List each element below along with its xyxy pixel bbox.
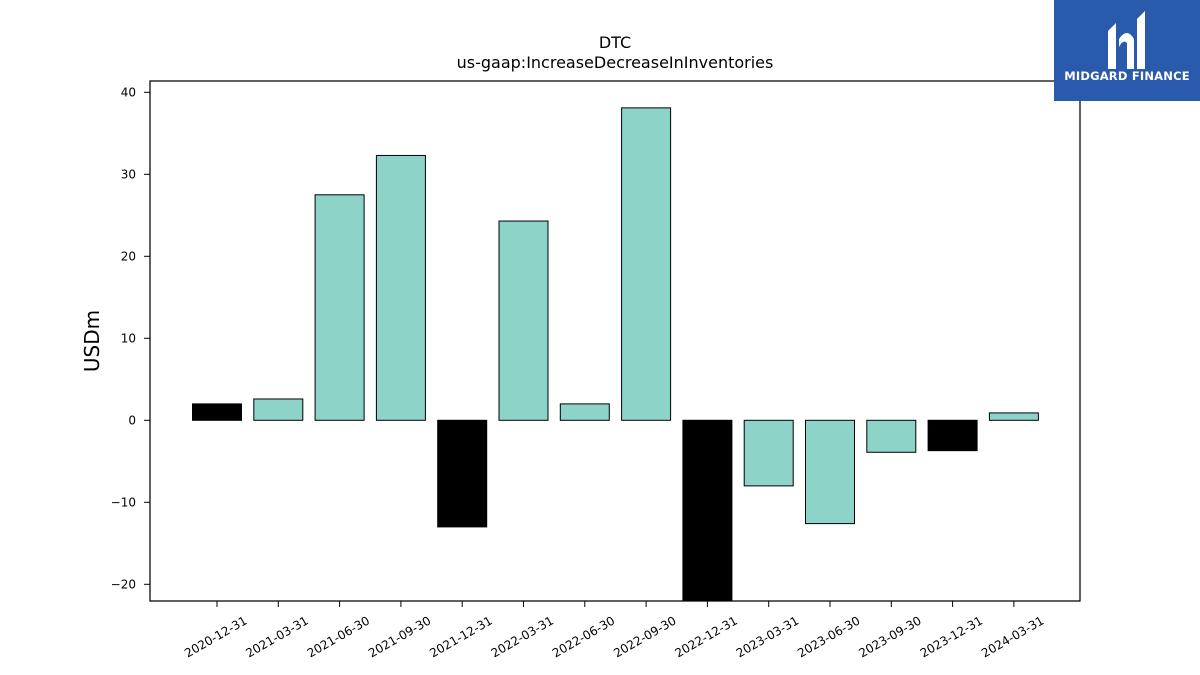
x-tick-label-2023-03-31: 2023-03-31 xyxy=(734,613,801,660)
x-tick-label-2023-09-30: 2023-09-30 xyxy=(856,613,923,660)
x-tick-label-2021-09-30: 2021-09-30 xyxy=(366,613,433,660)
bar-2021-06-30 xyxy=(314,194,365,421)
bar-2023-06-30 xyxy=(805,419,855,525)
bars-group xyxy=(192,107,1039,602)
bar-2021-09-30 xyxy=(375,154,426,421)
x-tick-label-2022-12-31: 2022-12-31 xyxy=(672,613,739,660)
bar-2023-03-31 xyxy=(743,419,794,487)
y-tick-label-10: 10 xyxy=(121,331,136,345)
x-tick-label-2022-03-31: 2022-03-31 xyxy=(489,613,556,660)
bar-2022-12-31 xyxy=(682,419,733,602)
midgard-logo-icon xyxy=(1108,11,1145,69)
bar-2022-03-31 xyxy=(498,220,549,421)
x-tick-label-2020-12-31: 2020-12-31 xyxy=(182,613,249,660)
x-tick-label-2021-06-30: 2021-06-30 xyxy=(305,613,372,660)
y-tick-label-20: 20 xyxy=(121,249,136,263)
chart-title: DTC xyxy=(599,33,631,52)
y-tick-label-0: 0 xyxy=(128,413,136,427)
y-axis-label: USDm xyxy=(80,310,104,372)
y-tick-label--20: −20 xyxy=(111,577,136,591)
bar-2024-03-31 xyxy=(988,412,1039,421)
x-tick-label-2023-06-30: 2023-06-30 xyxy=(795,613,862,660)
y-ticks-group: −20 −10 0 10 20 30 40 xyxy=(111,85,150,591)
x-tick-label-2022-06-30: 2022-06-30 xyxy=(550,613,617,660)
bar-2021-12-31 xyxy=(437,419,488,528)
bar-2023-12-31 xyxy=(927,419,978,452)
chart-subtitle: us-gaap:IncreaseDecreaseInInventories xyxy=(457,53,774,72)
plot-frame xyxy=(149,80,1081,602)
y-tick-label--10: −10 xyxy=(111,495,136,509)
y-tick-label-40: 40 xyxy=(121,85,136,99)
x-tick-label-2021-03-31: 2021-03-31 xyxy=(243,613,310,660)
bar-2023-09-30 xyxy=(866,419,917,453)
bar-2022-06-30 xyxy=(559,403,610,421)
brand-logo: MIDGARD FINANCE xyxy=(1054,0,1200,101)
x-tick-label-2021-12-31: 2021-12-31 xyxy=(427,613,494,660)
x-tick-label-2024-03-31: 2024-03-31 xyxy=(979,613,1046,660)
bar-2020-12-31 xyxy=(192,403,242,421)
x-tick-label-2023-12-31: 2023-12-31 xyxy=(918,613,985,660)
x-tick-label-2022-09-30: 2022-09-30 xyxy=(611,613,678,660)
bar-2021-03-31 xyxy=(253,398,304,421)
y-tick-label-30: 30 xyxy=(121,167,136,181)
x-ticks-group: 2020-12-312021-03-312021-06-302021-09-30… xyxy=(182,601,1046,660)
logo-text: MIDGARD FINANCE xyxy=(1064,69,1190,83)
bar-2022-09-30 xyxy=(621,107,672,421)
